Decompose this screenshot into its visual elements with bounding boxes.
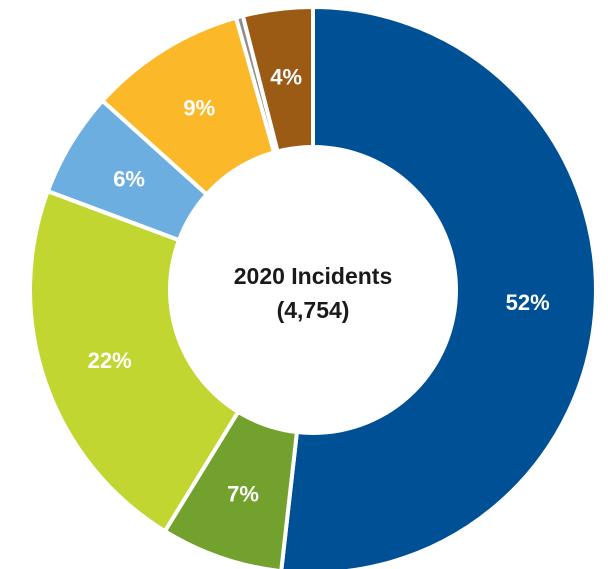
slice-label-0: 52% (506, 290, 550, 315)
slice-label-3: 6% (113, 167, 145, 192)
center-subtitle: (4,754) (277, 297, 350, 323)
slice-label-6: 4% (270, 65, 302, 90)
slice-label-1: 7% (227, 481, 259, 506)
slice-label-2: 22% (88, 348, 132, 373)
donut-hole (168, 145, 458, 435)
center-title: 2020 Incidents (234, 263, 393, 289)
slice-label-group: 52% 7% 22% 6% 9% 4% (88, 65, 550, 507)
slice-label-4: 9% (183, 96, 215, 121)
